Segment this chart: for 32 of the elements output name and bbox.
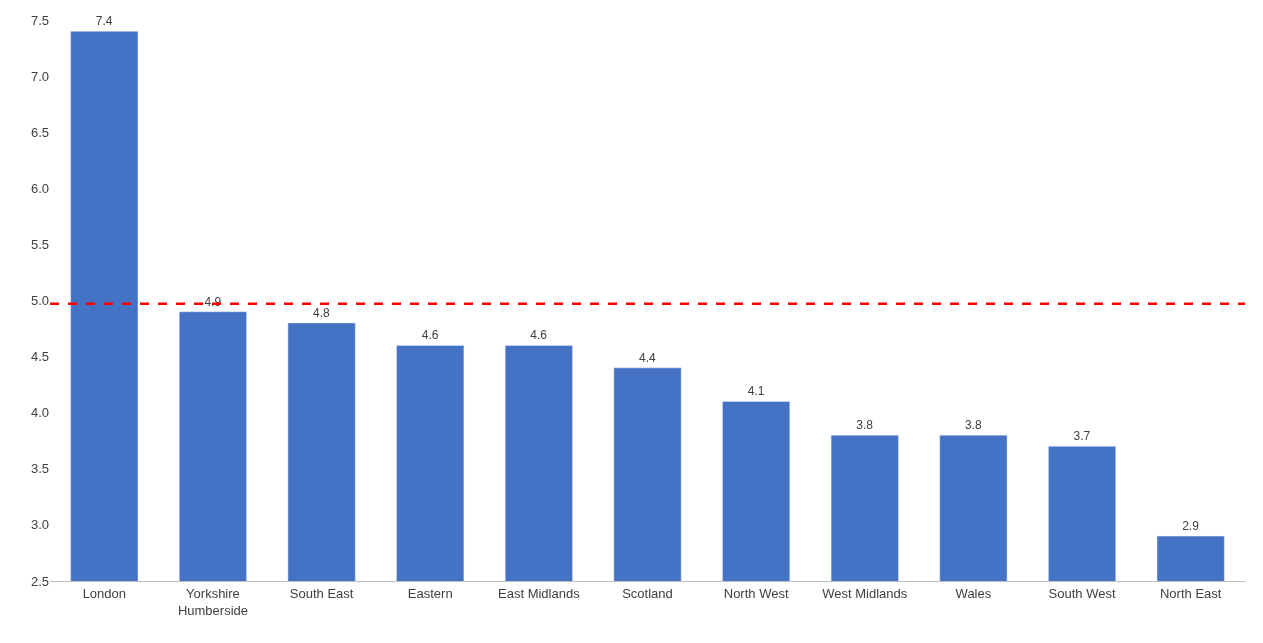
x-tick-label: North West xyxy=(723,585,789,601)
y-tick-label: 6.5 xyxy=(30,124,49,140)
x-tick-label: Yorkshire Humberside xyxy=(177,585,248,618)
y-tick-label: 7.5 xyxy=(30,12,49,28)
x-tick-label: South West xyxy=(1048,585,1116,601)
x-tick-label: Scotland xyxy=(622,585,673,601)
y-tick-label: 5.0 xyxy=(30,293,49,309)
y-tick-label: 2.5 xyxy=(30,573,49,589)
y-tick-label: 3.0 xyxy=(30,517,49,533)
x-tick-label: West Midlands xyxy=(822,585,908,601)
x-tick-label: South East xyxy=(289,585,354,601)
data-label: 4.6 xyxy=(530,328,548,343)
y-tick-label: 4.5 xyxy=(30,349,49,365)
y-tick-label: 7.0 xyxy=(30,68,49,84)
y-tick-label: 6.0 xyxy=(30,180,49,196)
data-label: 7.4 xyxy=(95,14,113,29)
x-tick-label: North East xyxy=(1159,585,1222,601)
x-tick-label: London xyxy=(82,585,127,601)
y-tick-label: 4.0 xyxy=(30,405,49,421)
data-label: 3.7 xyxy=(1073,429,1091,444)
y-tick-label: 5.5 xyxy=(30,236,49,252)
data-label: 4.6 xyxy=(421,328,439,343)
x-tick-label: East Midlands xyxy=(498,585,581,601)
x-tick-label: Eastern xyxy=(407,585,453,601)
data-label: 4.8 xyxy=(313,305,331,320)
data-label: 2.9 xyxy=(1182,519,1200,534)
data-label: 4.1 xyxy=(747,384,765,399)
x-tick-label: Wales xyxy=(955,585,992,601)
data-label: 3.8 xyxy=(856,418,874,433)
y-tick-label: 3.5 xyxy=(30,461,49,477)
data-label: 4.4 xyxy=(639,350,656,365)
data-label: 3.8 xyxy=(964,418,982,433)
